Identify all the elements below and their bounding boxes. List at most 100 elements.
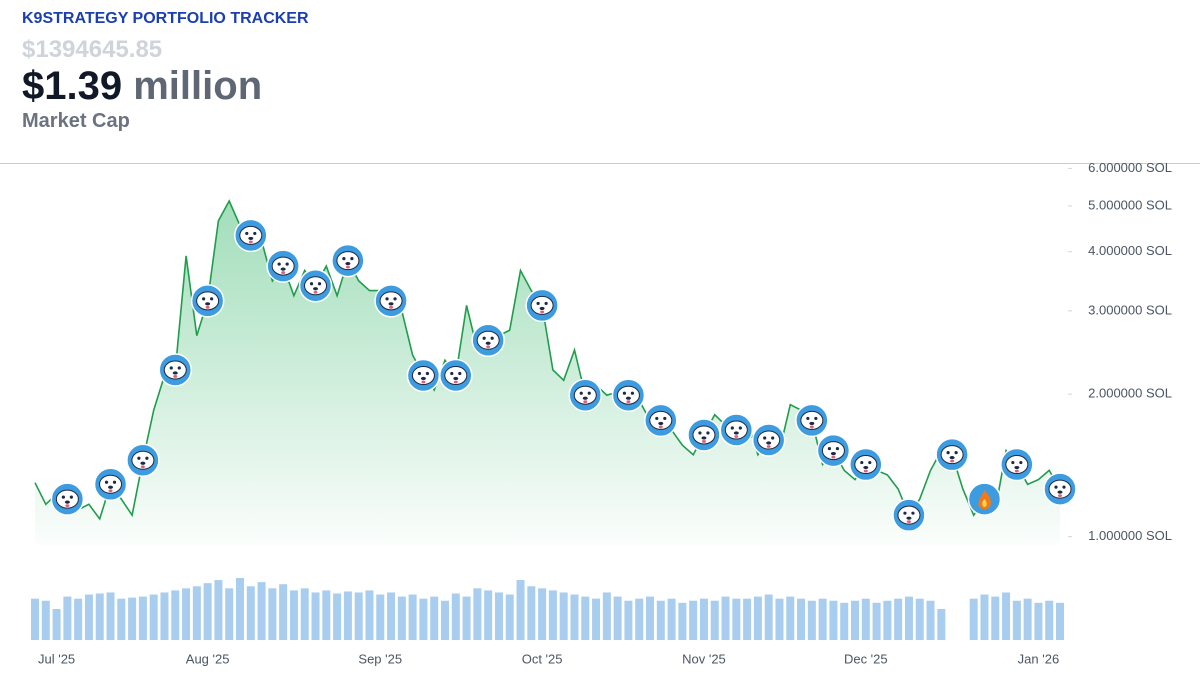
volume-bar [279,584,288,640]
marker-eye [544,301,548,306]
marker-eye [385,297,389,301]
marker-tongue [863,469,868,473]
volume-bar [31,598,39,640]
marker-eye [868,460,872,465]
marker-eye [536,301,540,306]
volume-bar [926,600,935,640]
marker-face [573,385,597,405]
unit: million [133,64,263,108]
marker-tongue [65,504,70,508]
marker-face [854,455,878,475]
marker-eye [706,431,710,435]
volume-bar [408,594,417,640]
volume-bar [225,588,234,640]
marker-tongue [205,305,210,309]
volume-bar [559,592,568,640]
volume-bar [52,609,61,640]
marker-eye [1011,460,1015,465]
marker-eye [482,336,486,340]
volume-bar [1012,600,1021,640]
marker-eye [417,371,422,376]
marker-eye [450,371,454,376]
trade-marker [935,437,969,472]
marker-eye [903,511,907,515]
marker-nose [809,421,815,426]
trade-marker [568,378,603,412]
volume-bar [257,582,266,640]
y-tick-label: 5.000000 SOL [1088,197,1172,212]
trade-marker [849,447,883,482]
marker-nose [172,371,178,375]
trade-marker [298,268,333,303]
trade-marker [126,443,160,478]
volume-bar [484,590,493,640]
volume-bar [613,596,622,640]
volume-bar [581,596,590,640]
header: K9STRATEGY PORTFOLIO TRACKER $1394645.85… [22,10,309,133]
volume-bar [311,592,320,640]
marker-face [692,425,716,445]
marker-nose [1014,465,1020,470]
marker-eye [393,297,397,301]
x-tick-label: Jan '26 [1018,651,1060,666]
volume-bar [743,598,752,640]
volume-bar [624,600,633,640]
marker-flame-core [982,499,987,508]
marker-eye [835,446,840,451]
trade-marker [439,358,473,393]
marker-eye [210,297,214,301]
marker-tongue [701,440,706,443]
marker-nose [453,376,459,381]
marker-eye [245,231,249,236]
marker-eye [145,456,149,460]
volume-bar [904,596,913,640]
volume-bar [883,600,892,640]
marker-eye [112,480,117,484]
title: K9STRATEGY PORTFOLIO TRACKER [22,10,309,27]
marker-eye [579,391,583,395]
marker-nose [906,516,912,520]
marker-tongue [1014,469,1019,473]
trade-marker [816,433,851,468]
marker-tongue [486,345,491,349]
volume-bar [149,594,158,640]
volume-bar [527,586,536,640]
volume-bar [721,596,730,640]
volume-bar [1056,602,1064,640]
volume-bar [753,596,762,640]
marker-face [304,276,328,296]
volume-bar [462,596,471,640]
marker-nose [205,302,211,306]
volume-bar [494,592,503,640]
marker-face [411,366,435,386]
volume-bar [861,598,870,640]
trade-marker [374,284,408,318]
marker-tongue [173,375,178,378]
marker-face [444,366,468,386]
trade-marker [967,482,1002,516]
marker-face [821,441,845,461]
marker-eye [277,262,281,266]
volume-bar [236,578,244,640]
trade-marker [751,423,786,457]
volume-bar [851,600,859,640]
marker-eye [104,480,109,484]
marker-tongue [831,455,836,459]
marker-face [239,225,263,245]
trade-marker [644,403,678,438]
marker-nose [313,287,319,291]
marker-eye [655,416,659,421]
marker-face [163,360,187,380]
marker-eye [954,451,958,455]
marker-eye [827,446,832,451]
marker-face [616,385,640,405]
trade-marker [50,482,85,516]
x-tick-label: Dec '25 [844,651,888,666]
marker-eye [806,416,810,421]
volume-bar [894,598,903,640]
trade-marker [190,284,225,318]
volume-bar [322,590,331,640]
marker-eye [61,495,65,499]
marker-eye [202,297,206,301]
marker-nose [485,341,491,345]
